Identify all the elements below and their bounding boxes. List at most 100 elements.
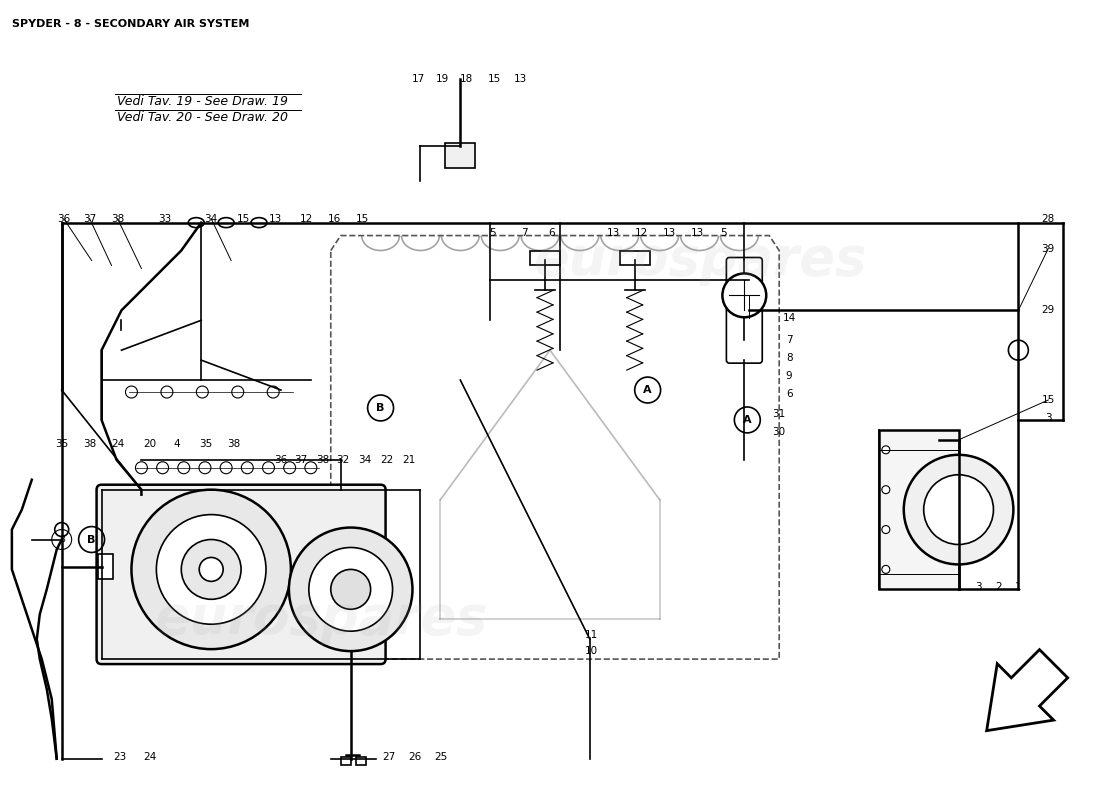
Circle shape: [882, 486, 890, 494]
Circle shape: [196, 386, 208, 398]
Text: Vedi Tav. 20 - See Draw. 20: Vedi Tav. 20 - See Draw. 20: [117, 111, 287, 124]
Text: 36: 36: [57, 214, 70, 224]
Text: 33: 33: [157, 214, 170, 224]
Text: A: A: [742, 415, 751, 425]
Text: 37: 37: [82, 214, 96, 224]
Ellipse shape: [251, 218, 267, 228]
Text: 38: 38: [82, 439, 96, 449]
Ellipse shape: [218, 218, 234, 228]
Circle shape: [882, 526, 890, 534]
Text: 37: 37: [294, 454, 308, 465]
Circle shape: [199, 462, 211, 474]
Text: 38: 38: [111, 214, 124, 224]
Text: 12: 12: [300, 214, 313, 224]
Text: 30: 30: [772, 427, 785, 437]
Text: 13: 13: [663, 227, 676, 238]
Circle shape: [125, 386, 138, 398]
Text: 35: 35: [199, 439, 212, 449]
Circle shape: [305, 462, 317, 474]
Circle shape: [161, 386, 173, 398]
Text: 23: 23: [113, 752, 127, 762]
Circle shape: [156, 514, 266, 624]
Circle shape: [289, 527, 412, 651]
Text: 6: 6: [785, 389, 792, 399]
FancyBboxPatch shape: [879, 430, 958, 590]
Text: 11: 11: [585, 630, 598, 640]
Text: eurospares: eurospares: [154, 594, 487, 646]
Text: 9: 9: [785, 371, 792, 381]
Text: 5: 5: [720, 227, 727, 238]
Circle shape: [156, 462, 168, 474]
Bar: [98, 554, 112, 579]
Text: 21: 21: [402, 454, 415, 465]
Text: 13: 13: [514, 74, 527, 84]
Circle shape: [723, 274, 767, 318]
Text: 15: 15: [236, 214, 250, 224]
Text: 13: 13: [691, 227, 704, 238]
Text: 6: 6: [549, 227, 556, 238]
Circle shape: [309, 547, 393, 631]
Text: 18: 18: [460, 74, 473, 84]
Bar: [619, 250, 650, 266]
Text: SPYDER - 8 - SECONDARY AIR SYSTEM: SPYDER - 8 - SECONDARY AIR SYSTEM: [12, 19, 250, 30]
Bar: [355, 757, 365, 765]
Text: 34: 34: [205, 214, 218, 224]
FancyBboxPatch shape: [446, 143, 475, 168]
Text: B: B: [87, 534, 96, 545]
Circle shape: [904, 455, 1013, 565]
Text: 7: 7: [520, 227, 527, 238]
Text: 22: 22: [379, 454, 393, 465]
Text: 28: 28: [1042, 214, 1055, 224]
Text: 13: 13: [268, 214, 282, 224]
Circle shape: [241, 462, 253, 474]
Text: 7: 7: [785, 335, 792, 346]
Circle shape: [178, 462, 190, 474]
Text: 34: 34: [358, 454, 372, 465]
Text: 1: 1: [1015, 582, 1022, 592]
Text: 16: 16: [328, 214, 341, 224]
Text: 13: 13: [607, 227, 620, 238]
Ellipse shape: [188, 218, 205, 228]
Circle shape: [1009, 340, 1028, 360]
Text: 12: 12: [635, 227, 648, 238]
Text: 15: 15: [1042, 395, 1055, 405]
Text: 39: 39: [1042, 243, 1055, 254]
Text: eurospares: eurospares: [532, 234, 866, 286]
Text: 20: 20: [143, 439, 156, 449]
Text: 25: 25: [433, 752, 447, 762]
Text: 24: 24: [111, 439, 124, 449]
Text: A: A: [644, 385, 652, 395]
Text: 4: 4: [173, 439, 179, 449]
Text: 14: 14: [782, 314, 795, 323]
Circle shape: [263, 462, 275, 474]
Text: B: B: [58, 535, 65, 544]
FancyBboxPatch shape: [97, 485, 386, 664]
Text: 35: 35: [55, 439, 68, 449]
Text: Vedi Tav. 19 - See Draw. 19: Vedi Tav. 19 - See Draw. 19: [117, 95, 287, 108]
Text: 3: 3: [976, 582, 982, 592]
Text: 8: 8: [785, 353, 792, 363]
Text: 38: 38: [316, 454, 329, 465]
Bar: [341, 757, 351, 765]
Text: 24: 24: [143, 752, 156, 762]
Text: 29: 29: [1042, 306, 1055, 315]
Circle shape: [199, 558, 223, 582]
Text: 15: 15: [487, 74, 500, 84]
Text: 26: 26: [408, 752, 421, 762]
Circle shape: [284, 462, 296, 474]
Circle shape: [331, 570, 371, 610]
Bar: [530, 250, 560, 266]
Text: 2: 2: [996, 582, 1002, 592]
Circle shape: [55, 522, 68, 537]
Text: 5: 5: [488, 227, 495, 238]
Text: B: B: [376, 403, 385, 413]
Circle shape: [182, 539, 241, 599]
Text: 32: 32: [337, 454, 350, 465]
Text: 38: 38: [228, 439, 241, 449]
Circle shape: [882, 566, 890, 574]
Text: 31: 31: [772, 409, 785, 419]
Text: 17: 17: [411, 74, 425, 84]
Text: 10: 10: [585, 646, 598, 656]
FancyBboxPatch shape: [726, 258, 762, 363]
Circle shape: [924, 474, 993, 545]
